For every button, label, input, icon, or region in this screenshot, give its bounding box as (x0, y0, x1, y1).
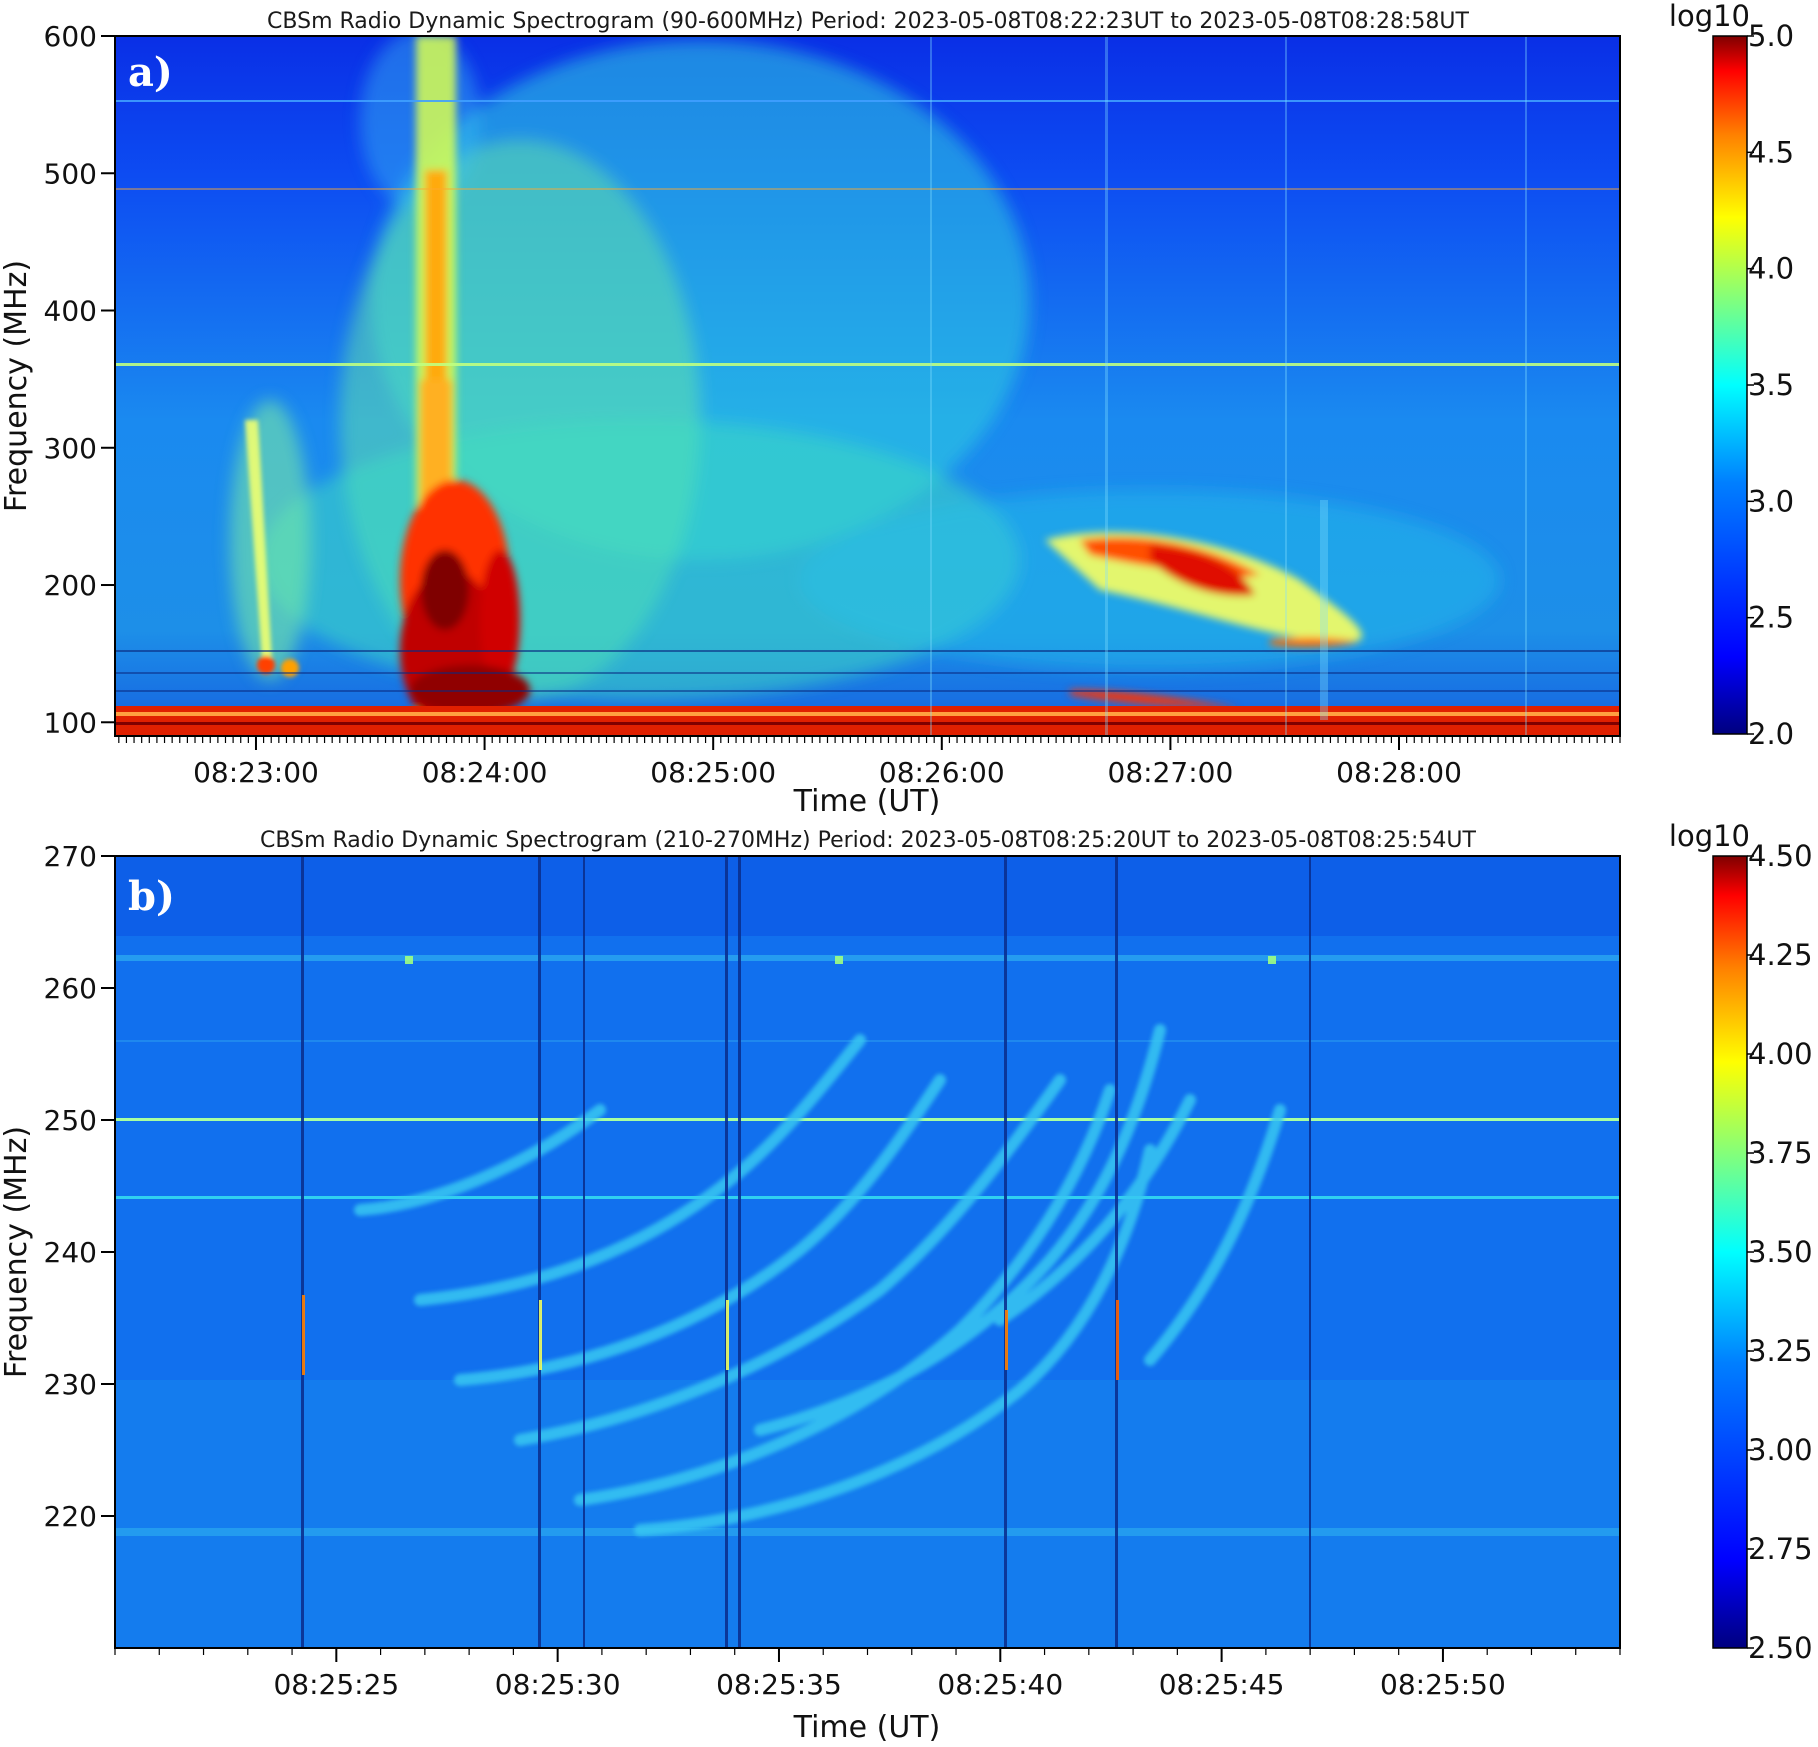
y-tick-label: 240 (44, 1236, 97, 1269)
colorbar-tick-label: 4.0 (1748, 252, 1794, 286)
colorbar-tick-label: 4.00 (1748, 1037, 1813, 1071)
panel-a-title: CBSm Radio Dynamic Spectrogram (90-600MH… (267, 9, 1469, 34)
y-tick-label: 600 (44, 20, 97, 53)
colorbar-tick-label: 2.0 (1748, 717, 1794, 751)
y-tick-label: 260 (44, 972, 97, 1005)
x-tick-label: 08:27:00 (1108, 756, 1234, 789)
colorbar-tick-label: 3.25 (1748, 1334, 1813, 1368)
panel-b-ticks: 08:25:25 08:25:30 08:25:35 08:25:40 08:25:45… (44, 840, 1506, 1701)
panel-a-colorbar-label: log10 (1669, 0, 1750, 33)
colorbar-tick-label: 3.0 (1748, 484, 1794, 518)
x-tick-label: 08:25:50 (1380, 1668, 1506, 1701)
colorbar-tick-label: 2.75 (1748, 1532, 1813, 1566)
y-tick-label: 300 (44, 432, 97, 465)
y-tick-label: 250 (44, 1104, 97, 1137)
panel-a-heatmap (115, 36, 1620, 736)
panel-b-minor-ticks (114, 1648, 1621, 1655)
colorbar-tick-label: 3.5 (1748, 368, 1794, 402)
y-tick-label: 220 (44, 1500, 97, 1533)
x-tick-label: 08:25:45 (1159, 1668, 1285, 1701)
colorbar-tick-label: 3.00 (1748, 1433, 1813, 1467)
x-tick-label: 08:23:00 (193, 756, 319, 789)
colorbar-tick-label: 5.0 (1748, 19, 1794, 53)
y-tick-label: 230 (44, 1368, 97, 1401)
x-tick-label: 08:26:00 (879, 756, 1005, 789)
y-tick-label: 200 (44, 569, 97, 602)
x-tick-label: 08:28:00 (1336, 756, 1462, 789)
colorbar-tick-label: 3.75 (1748, 1136, 1813, 1170)
y-tick-label: 500 (44, 157, 97, 190)
panel-a-colorbar (1712, 35, 1748, 735)
panel-b-xlabel: Time (UT) (793, 1710, 941, 1745)
panel-a-ylabel: Frequency (MHz) (0, 260, 34, 512)
colorbar-tick-label: 3.50 (1748, 1235, 1813, 1269)
panel-b: CBSm Radio Dynamic Spectrogram (210-270M… (0, 819, 1813, 1745)
panel-b-colorbar (1712, 855, 1748, 1649)
x-tick-label: 08:24:00 (422, 756, 548, 789)
x-tick-label: 08:25:25 (273, 1668, 399, 1701)
panel-a-xlabel: Time (UT) (793, 784, 941, 819)
x-tick-label: 08:25:35 (716, 1668, 842, 1701)
colorbar-tick-label: 4.25 (1748, 938, 1813, 972)
panel-b-heatmap (115, 856, 1620, 1648)
panel-a-ticks: 08:23:00 08:24:00 08:25:00 08:26:00 08:27:00… (44, 20, 1462, 789)
panel-b-title: CBSm Radio Dynamic Spectrogram (210-270M… (260, 828, 1476, 853)
colorbar-tick-label: 4.50 (1748, 839, 1813, 873)
x-tick-label: 08:25:40 (937, 1668, 1063, 1701)
panel-a-frame (114, 35, 1621, 737)
panel-b-ylabel: Frequency (MHz) (0, 1126, 34, 1378)
colorbar-tick-label: 2.50 (1748, 1631, 1813, 1665)
x-tick-label: 08:25:00 (650, 756, 776, 789)
y-tick-label: 100 (44, 706, 97, 739)
panel-a: CBSm Radio Dynamic Spectrogram (90-600MH… (0, 0, 1794, 819)
panel-a-colorbar-ticks: 2.0 2.5 3.0 3.5 4.0 4.5 5.0 (1747, 19, 1794, 751)
panel-a-minor-ticks (118, 736, 1621, 743)
panel-b-colorbar-ticks: 2.50 2.75 3.00 3.25 3.50 3.75 4.00 4.25 4.50 (1747, 839, 1813, 1665)
panel-b-colorbar-label: log10 (1669, 819, 1750, 853)
panel-a-label: a) (128, 49, 173, 96)
y-tick-label: 270 (44, 840, 97, 873)
colorbar-tick-label: 2.5 (1748, 601, 1794, 635)
x-tick-label: 08:25:30 (495, 1668, 621, 1701)
colorbar-tick-label: 4.5 (1748, 135, 1794, 169)
panel-b-label: b) (128, 873, 175, 920)
y-tick-label: 400 (44, 295, 97, 328)
